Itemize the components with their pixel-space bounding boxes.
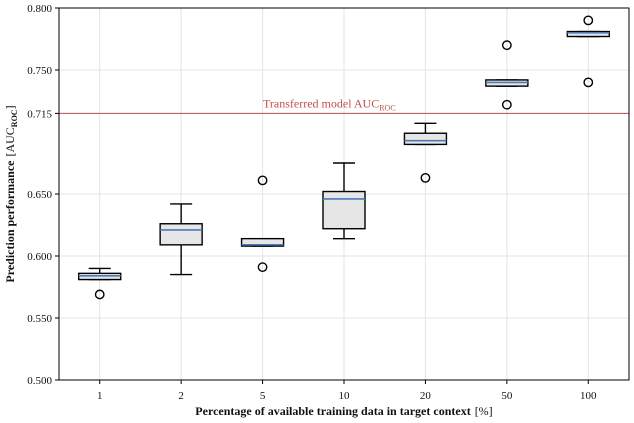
x-tick-label: 10 xyxy=(339,390,351,402)
outlier-point xyxy=(501,99,512,110)
outlier-point xyxy=(257,175,268,186)
y-tick-label: 0.500 xyxy=(27,375,52,387)
reference-line-label: Transferred model AUCROC xyxy=(263,96,396,112)
y-tick-label: 0.550 xyxy=(27,313,52,325)
box-plot-10 xyxy=(322,162,366,240)
axis-ticks: 0.500 0.550 0.600 0.650 0.715 0.750 0.800 1 2 5 10… xyxy=(27,3,597,402)
box-plot-100 xyxy=(566,15,610,88)
x-axis-title: Percentage of available training data in… xyxy=(195,404,492,418)
box-plot-20 xyxy=(403,122,448,183)
y-tick-label: 0.800 xyxy=(27,3,52,15)
x-tick-label: 1 xyxy=(97,390,103,402)
box-iqr xyxy=(159,223,203,246)
x-tick-label: 5 xyxy=(260,390,266,402)
box-iqr xyxy=(566,30,610,38)
reference-label-sub: ROC xyxy=(379,103,395,112)
x-axis-title-unit: [%] xyxy=(475,404,493,418)
outlier-point xyxy=(257,262,268,273)
outlier-point xyxy=(583,77,594,88)
y-axis-title: Prediction performance [AUCROC] xyxy=(3,105,19,282)
y-tick-label: 0.600 xyxy=(27,251,52,263)
outlier-point xyxy=(420,172,431,183)
box-iqr xyxy=(240,237,285,247)
y-tick-label: 0.715 xyxy=(27,108,52,120)
y-tick-label: 0.650 xyxy=(27,189,52,201)
box-plot-5 xyxy=(240,175,285,273)
box-plot-1 xyxy=(78,267,122,300)
y-axis-title-unit-close: ] xyxy=(3,105,17,109)
reference-label-main: Transferred model AUC xyxy=(263,96,379,110)
outlier-point xyxy=(583,15,594,26)
y-axis-title-unit-sub: ROC xyxy=(10,109,19,127)
x-tick-label: 20 xyxy=(420,390,432,402)
x-tick-label: 2 xyxy=(178,390,184,402)
box-plot-50 xyxy=(485,40,529,110)
outlier-point xyxy=(94,289,105,300)
box-iqr xyxy=(322,190,366,230)
x-tick-label: 50 xyxy=(501,390,513,402)
y-axis-title-unit-open: [AUC xyxy=(3,127,17,156)
box-plots xyxy=(78,15,610,300)
box-plot-2 xyxy=(159,203,203,276)
y-axis-title-main: Prediction performance xyxy=(3,160,17,283)
x-axis-title-main: Percentage of available training data in… xyxy=(195,404,470,418)
outlier-point xyxy=(501,40,512,51)
y-tick-label: 0.750 xyxy=(27,65,52,77)
x-tick-label: 100 xyxy=(580,390,597,402)
box-iqr xyxy=(403,132,448,146)
